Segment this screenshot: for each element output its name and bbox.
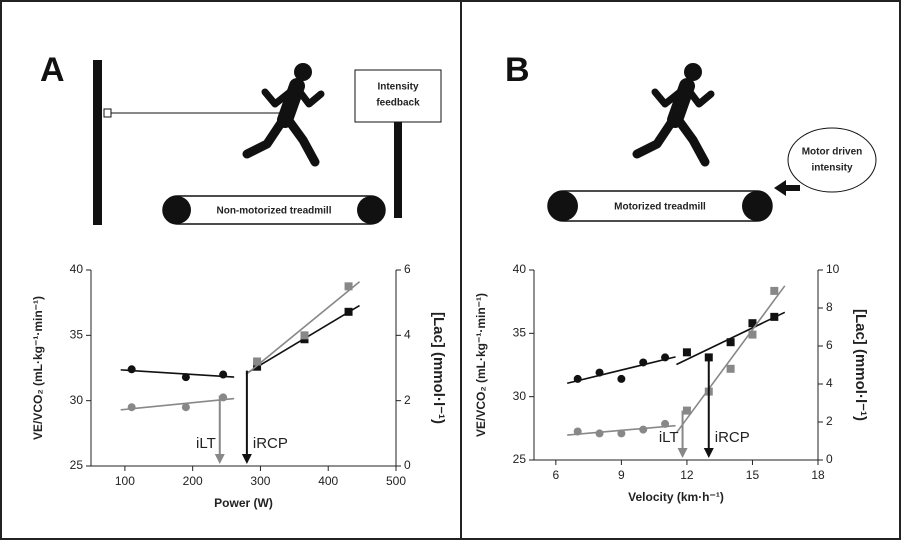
- y2-tick-label: 10: [826, 262, 840, 276]
- drive-arrow: [774, 180, 800, 196]
- point: [617, 429, 626, 438]
- tether-clip: [103, 108, 112, 118]
- fit-line: [567, 356, 676, 385]
- roller: [357, 196, 385, 224]
- point: [219, 393, 228, 402]
- point: [595, 368, 604, 377]
- x-tick-label: 6: [553, 468, 560, 482]
- y2-tick-label: 0: [826, 452, 833, 466]
- y2-tick-label: 6: [404, 262, 411, 276]
- point: [344, 307, 353, 316]
- y-tick-label: 35: [513, 326, 527, 340]
- point: [770, 286, 779, 295]
- wall-post: [93, 60, 102, 225]
- point: [748, 330, 757, 339]
- motor-text: Motor driven: [802, 147, 863, 158]
- y-tick-label: 35: [70, 328, 84, 342]
- y2-axis-label: [Lac] (mmol·l⁻¹): [852, 309, 869, 421]
- feedback-text: Intensity: [377, 82, 419, 93]
- point: [748, 319, 757, 328]
- treadmill-label: Non-motorized treadmill: [216, 206, 331, 217]
- panel-label: B: [505, 51, 530, 89]
- y2-tick-label: 4: [404, 328, 411, 342]
- runner: [637, 63, 711, 162]
- y2-tick-label: 4: [826, 376, 833, 390]
- point: [573, 427, 582, 436]
- y-tick-label: 25: [70, 458, 84, 472]
- point: [344, 282, 353, 291]
- point: [726, 364, 735, 373]
- roller: [742, 191, 772, 221]
- y2-tick-label: 8: [826, 300, 833, 314]
- point: [639, 358, 648, 367]
- fit-line: [675, 285, 786, 434]
- fit-line: [120, 369, 235, 378]
- x-tick-label: 500: [386, 474, 406, 488]
- y2-tick-label: 6: [826, 338, 833, 352]
- panel-label: A: [40, 51, 65, 89]
- display-post: [394, 122, 402, 218]
- y2-tick-label: 0: [404, 458, 411, 472]
- x-tick-label: 15: [746, 468, 760, 482]
- x-axis-label: Power (W): [214, 496, 273, 510]
- y-tick-label: 40: [513, 262, 527, 276]
- point: [682, 348, 691, 357]
- y-tick-label: 25: [513, 452, 527, 466]
- point: [181, 403, 190, 412]
- point: [253, 357, 262, 366]
- roller: [548, 191, 578, 221]
- x-axis-label: Velocity (km·h⁻¹): [628, 490, 724, 504]
- y-tick-label: 30: [70, 393, 84, 407]
- x-tick-label: 100: [115, 474, 135, 488]
- arrow-head: [677, 448, 688, 458]
- fit-line: [245, 281, 361, 376]
- roller: [163, 196, 191, 224]
- motor-text: intensity: [811, 163, 853, 174]
- x-tick-label: 200: [183, 474, 203, 488]
- y-axis-label: VE/VCO₂ (mL·kg⁻¹·min⁻¹): [474, 293, 488, 437]
- point: [219, 370, 228, 379]
- y-axis-label: VE/VCO₂ (mL·kg⁻¹·min⁻¹): [31, 296, 45, 440]
- feedback-text: feedback: [376, 98, 420, 109]
- x-tick-label: 12: [680, 468, 694, 482]
- x-tick-label: 18: [811, 468, 825, 482]
- point: [682, 406, 691, 415]
- x-tick-label: 400: [318, 474, 338, 488]
- point: [661, 353, 670, 362]
- y2-axis-label: [Lac] (mmol·l⁻¹): [430, 312, 447, 424]
- threshold-label: iRCP: [715, 429, 750, 446]
- point: [573, 374, 582, 383]
- y2-tick-label: 2: [826, 414, 833, 428]
- point: [726, 338, 735, 347]
- y2-tick-label: 2: [404, 393, 411, 407]
- threshold-label: iLT: [196, 435, 216, 452]
- x-tick-label: 9: [618, 468, 625, 482]
- fit-line: [120, 397, 235, 411]
- arrow-head: [214, 454, 225, 464]
- threshold-label: iLT: [659, 429, 679, 446]
- arrow-head: [241, 454, 252, 464]
- point: [639, 425, 648, 434]
- point: [253, 362, 262, 371]
- point: [181, 373, 190, 382]
- point: [127, 403, 136, 412]
- motor-bubble: [787, 127, 877, 193]
- point: [127, 365, 136, 374]
- y-tick-label: 30: [513, 389, 527, 403]
- point: [617, 374, 626, 383]
- point: [661, 419, 670, 428]
- point: [300, 331, 309, 340]
- treadmill-label: Motorized treadmill: [614, 202, 706, 213]
- point: [770, 312, 779, 321]
- feedback-box: [354, 69, 442, 123]
- threshold-label: iRCP: [253, 435, 288, 452]
- y-tick-label: 40: [70, 262, 84, 276]
- arrow-head: [703, 448, 714, 458]
- point: [595, 429, 604, 438]
- x-tick-label: 300: [250, 474, 270, 488]
